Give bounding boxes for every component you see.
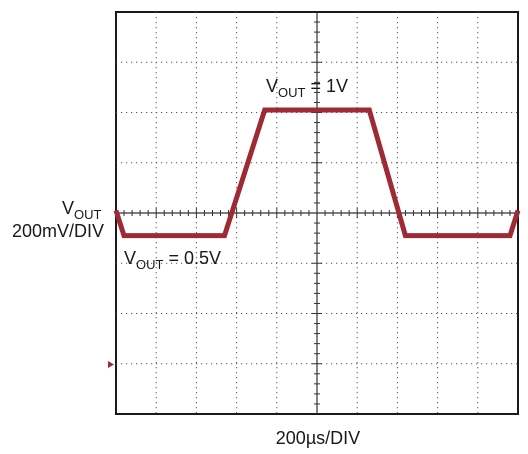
y-axis-label-sub: OUT: [74, 207, 102, 222]
trace-line: [113, 107, 521, 239]
trigger-level-marker: [108, 361, 114, 368]
annotation-vout-low-prefix: V: [124, 248, 136, 268]
y-axis-label-scale: 200mV/DIV: [12, 221, 104, 241]
x-axis-label: 200µs/DIV: [276, 428, 360, 448]
annotation-vout-high-prefix: V: [266, 76, 278, 96]
annotation-vout-high: VOUT = 1V: [266, 76, 348, 100]
annotation-vout-low-sub: OUT: [136, 257, 164, 272]
trace-group: [113, 107, 521, 239]
y-axis-label-channel: VOUT: [62, 198, 102, 222]
annotation-vout-low-text: = 0.5V: [163, 248, 221, 268]
annotation-vout-high-sub: OUT: [278, 85, 306, 100]
annotation-vout-low: VOUT = 0.5V: [124, 248, 221, 272]
y-axis-label-prefix: V: [62, 198, 74, 218]
annotation-vout-high-text: = 1V: [305, 76, 348, 96]
